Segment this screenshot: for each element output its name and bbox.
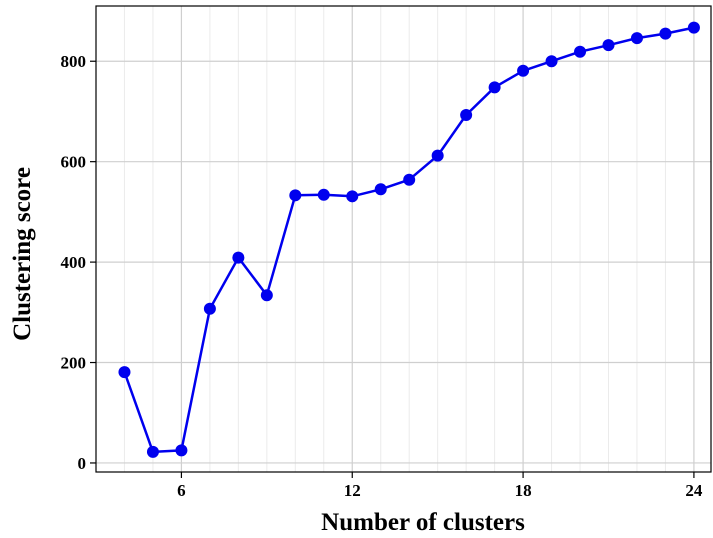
y-tick-label: 0	[78, 454, 87, 473]
data-point	[431, 149, 444, 162]
x-tick-label: 18	[515, 481, 532, 500]
data-point	[403, 173, 416, 186]
data-point	[289, 189, 302, 202]
y-tick-label: 200	[61, 354, 87, 373]
data-point	[118, 366, 131, 379]
grid-layer	[95, 6, 711, 472]
x-tick-label: 24	[685, 481, 703, 500]
data-point	[659, 27, 672, 40]
data-point	[517, 64, 530, 77]
data-point	[545, 55, 558, 68]
data-point	[346, 190, 359, 203]
ticks-layer: 6 12 18 24 0 200 400 600 800	[61, 52, 703, 500]
data-point	[687, 21, 700, 34]
data-point	[203, 302, 216, 315]
x-axis-title: Number of clusters	[321, 509, 525, 536]
data-point	[175, 444, 188, 457]
data-point	[232, 251, 245, 264]
x-tick-label: 12	[344, 481, 361, 500]
y-axis-title: Clustering score	[9, 167, 36, 341]
data-point	[630, 32, 643, 45]
data-point	[602, 39, 615, 52]
data-point	[317, 188, 330, 201]
y-tick-label: 400	[61, 253, 87, 272]
series-layer	[118, 21, 700, 458]
y-tick-label: 600	[61, 153, 87, 172]
data-point	[488, 81, 501, 94]
data-point	[146, 445, 159, 458]
data-point	[374, 183, 387, 196]
data-point	[260, 289, 273, 302]
data-point	[460, 108, 473, 121]
x-tick-label: 6	[177, 481, 186, 500]
y-tick-label: 800	[61, 52, 87, 71]
data-point	[574, 45, 587, 58]
plot-frame	[95, 5, 712, 473]
